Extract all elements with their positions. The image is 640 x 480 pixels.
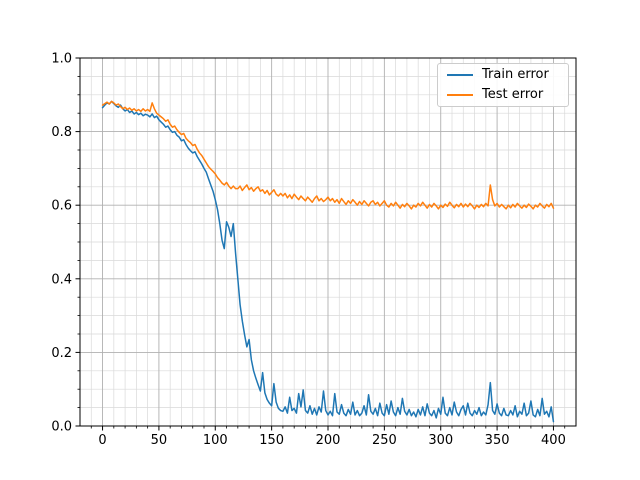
- grid-minor: [80, 58, 576, 426]
- y-tick-label: 0.6: [51, 199, 72, 214]
- y-tick-label: 0.4: [51, 272, 72, 287]
- legend-label-train-error: Train error: [482, 67, 549, 83]
- x-tick-label: 400: [541, 433, 566, 448]
- axis-ticks: [75, 57, 566, 431]
- y-tick-label: 0.2: [51, 346, 72, 361]
- y-tick-label: 0.0: [51, 420, 72, 435]
- x-tick-label: 300: [428, 433, 453, 448]
- x-tick-label: 200: [316, 433, 341, 448]
- y-tick-label: 0.8: [51, 125, 72, 140]
- x-tick-label: 0: [98, 433, 106, 448]
- series-line-0: [101, 100, 555, 423]
- y-tick-label: 1.0: [51, 52, 72, 67]
- axis-tick-labels: 0 50 100 150 200 250 300 350 400 0.0 0.2 0.4 0.6 0.8 1…: [51, 52, 566, 449]
- legend-item-train-error: Train error: [447, 66, 568, 84]
- x-tick-label: 50: [151, 433, 168, 448]
- x-tick-label: 100: [203, 433, 228, 448]
- test-error-line-swatch: [447, 93, 473, 96]
- x-tick-label: 250: [372, 433, 397, 448]
- series-lines: [101, 100, 555, 423]
- train-error-line-swatch: [447, 74, 473, 77]
- series-line-1: [101, 100, 555, 210]
- legend-item-test-error: Test error: [447, 86, 568, 104]
- x-tick-label: 350: [485, 433, 510, 448]
- legend-label-test-error: Test error: [482, 86, 544, 102]
- x-tick-label: 150: [259, 433, 284, 448]
- legend: Train error Test error: [437, 63, 569, 107]
